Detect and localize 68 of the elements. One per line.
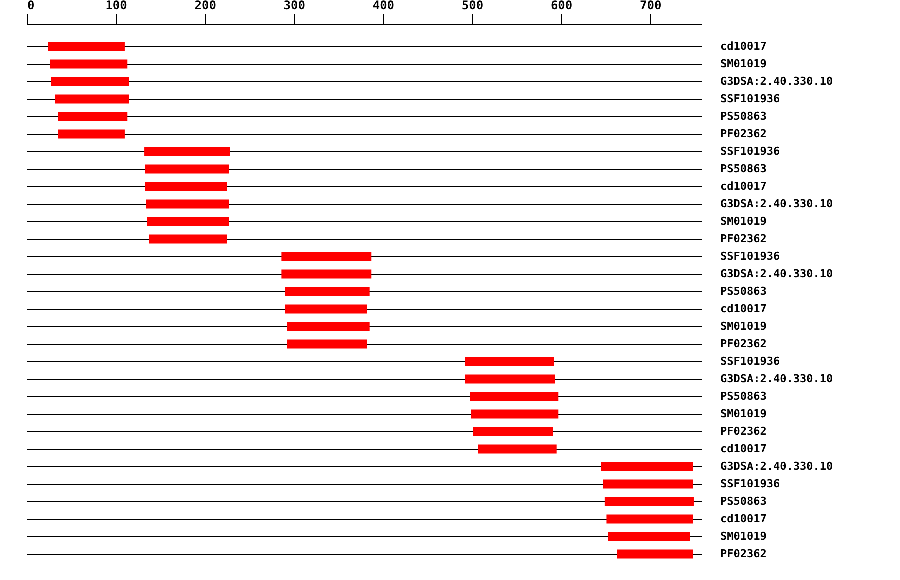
bar (608, 532, 690, 542)
y-tick-label: cd10017 (720, 40, 767, 53)
bar (58, 112, 128, 122)
bar (58, 130, 125, 139)
y-tick-label: G3DSA:2.40.330.10 (720, 460, 834, 473)
y-tick-label: SM01019 (720, 214, 767, 228)
x-tick-label: 200 (194, 0, 216, 12)
bar (285, 304, 368, 314)
y-tick-label: PS50863 (720, 494, 767, 508)
bar (604, 497, 694, 506)
y-tick-label: PS50863 (720, 110, 767, 123)
bar (51, 77, 130, 86)
x-tick-label: 500 (462, 0, 484, 12)
y-tick-label: G3DSA:2.40.330.10 (720, 372, 834, 386)
x-tick-label: 300 (284, 0, 306, 12)
y-tick-label: G3DSA:2.40.330.10 (720, 267, 834, 280)
bar (470, 392, 559, 402)
y-tick-label: PS50863 (720, 390, 767, 403)
y-tick-label: SM01019 (720, 320, 767, 333)
bar (146, 200, 230, 209)
bar (603, 480, 694, 489)
bar (606, 514, 694, 524)
y-tick-label: SSF101936 (720, 144, 780, 158)
x-tick-label: 700 (640, 0, 662, 12)
y-tick-label: PF02362 (720, 337, 767, 350)
y-tick-label: SSF101936 (720, 92, 780, 106)
x-tick-label: 0 (28, 0, 35, 12)
bar (617, 550, 694, 559)
y-tick-label: cd10017 (720, 512, 767, 526)
bar (601, 462, 694, 472)
y-tick-label: PS50863 (720, 162, 767, 176)
y-tick-label: PF02362 (720, 547, 767, 560)
bar (282, 252, 372, 262)
x-tick-label: 400 (372, 0, 395, 12)
y-tick-label: SM01019 (720, 407, 767, 420)
y-tick-label: PF02362 (720, 424, 767, 438)
bar (147, 217, 230, 226)
y-tick-label: SSF101936 (720, 354, 780, 368)
y-tick-label: SM01019 (720, 57, 767, 70)
bar (282, 270, 372, 279)
y-tick-label: PF02362 (720, 232, 767, 246)
y-tick-label: cd10017 (720, 180, 767, 193)
bar (465, 357, 554, 366)
y-tick-label: G3DSA:2.40.330.10 (720, 197, 834, 210)
bar (145, 182, 228, 192)
bar (55, 94, 130, 104)
bar (473, 427, 554, 436)
bar (145, 164, 230, 174)
y-tick-label: cd10017 (720, 442, 767, 456)
bar (478, 444, 557, 454)
x-tick-label: 100 (106, 0, 128, 12)
y-tick-label: G3DSA:2.40.330.10 (720, 74, 834, 88)
y-tick-label: SSF101936 (720, 477, 780, 490)
bar (48, 42, 125, 52)
bar (287, 322, 370, 332)
y-tick-label: PS50863 (720, 284, 767, 298)
bar (285, 287, 370, 296)
bar (144, 147, 230, 156)
bar (471, 410, 559, 419)
x-tick-label: 600 (550, 0, 573, 12)
bar (149, 234, 228, 244)
bar (50, 60, 128, 69)
y-tick-label: SM01019 (720, 530, 767, 543)
y-tick-label: SSF101936 (720, 250, 780, 263)
bar (287, 340, 368, 349)
y-tick-label: PF02362 (720, 127, 767, 140)
bar (465, 374, 556, 384)
y-tick-label: cd10017 (720, 302, 767, 316)
